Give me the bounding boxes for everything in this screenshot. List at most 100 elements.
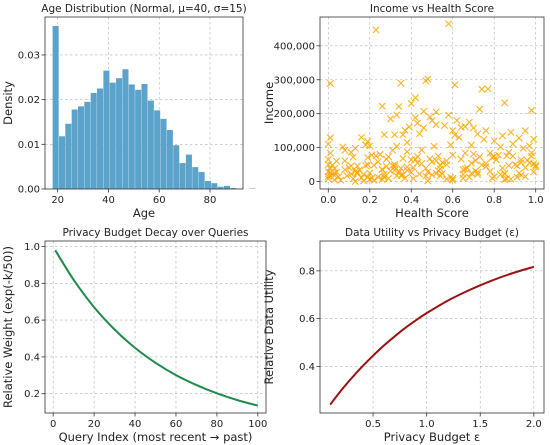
scatter-point [422, 77, 430, 85]
scatter-point [353, 162, 361, 170]
x-tick-label: 0.5 [365, 419, 381, 430]
x-tick-label: 1.0 [419, 419, 435, 430]
scatter-point [509, 152, 517, 160]
scatter-point [445, 111, 453, 119]
scatter-point [513, 173, 521, 181]
scatter-point [422, 172, 430, 180]
scatter-point [391, 166, 399, 174]
histogram-bar [135, 89, 142, 189]
scatter-point [459, 170, 467, 179]
scatter-point [490, 172, 498, 181]
scatter-point [357, 174, 366, 182]
scatter-point [474, 168, 482, 176]
histogram-bar [160, 118, 167, 189]
scatter-point [333, 168, 341, 176]
histogram-bar [154, 110, 161, 189]
scatter-point [469, 150, 478, 158]
scatter-point [490, 137, 498, 145]
scatter-point [440, 121, 449, 130]
scatter-point [442, 175, 451, 183]
scatter-point [372, 26, 380, 34]
x-tick-label: 0.8 [486, 195, 502, 206]
scatter-point [455, 133, 463, 142]
histogram-bar [192, 167, 199, 189]
scatter-point [341, 146, 349, 154]
scatter-point [453, 116, 461, 125]
plot-frame [319, 240, 545, 414]
x-tick-label: 0.0 [320, 195, 336, 206]
histogram-bar [173, 145, 180, 189]
scatter-point [501, 99, 509, 107]
scatter-point [447, 141, 455, 149]
scatter-point [415, 130, 424, 138]
x-tick-label: 20 [88, 419, 101, 430]
scatter-point [476, 153, 484, 161]
histogram-bar [97, 88, 104, 189]
scatter-point [445, 20, 453, 28]
y-tick-label: 300,000 [274, 75, 315, 86]
scatter-point [503, 152, 511, 160]
scatter-point [521, 172, 529, 181]
histogram-bar [211, 183, 218, 189]
scatter-point [449, 176, 457, 184]
scatter-point [467, 159, 475, 167]
scatter-point [428, 116, 436, 125]
scatter-point [532, 161, 540, 169]
histogram-bar [65, 123, 72, 189]
scatter-point [517, 171, 525, 179]
scatter-point [411, 94, 419, 102]
scatter-point [461, 149, 469, 157]
scatter-point [505, 162, 513, 170]
scatter-point [426, 113, 434, 121]
x-tick-label: 80 [211, 419, 224, 430]
y-axis-label: Relative Weight (exp(-k/50)) [1, 246, 15, 408]
y-axis-label: Relative Data Utility [262, 269, 276, 384]
x-tick-label: 20 [51, 195, 64, 206]
scatter-point [324, 175, 332, 183]
scatter-point [380, 131, 388, 139]
scatter-point [519, 144, 527, 152]
scatter-point [337, 176, 345, 184]
scatter-point [378, 102, 386, 110]
y-tick-label: 0.8 [24, 279, 40, 290]
scatter-point [428, 171, 436, 179]
scatter-point [530, 135, 538, 143]
histogram-bar [52, 25, 59, 190]
scatter-point [492, 156, 500, 164]
scatter-point [403, 138, 411, 147]
x-tick-label: 1.0 [528, 195, 544, 206]
y-tick-label: 0.6 [24, 316, 40, 327]
x-tick-label: 0.4 [403, 195, 419, 206]
scatter-point [457, 155, 465, 163]
x-tick-label: 2.0 [526, 419, 542, 430]
scatter-point [467, 169, 475, 177]
scatter-point [428, 158, 436, 166]
scatter-point [490, 152, 498, 161]
scatter-point [366, 169, 374, 177]
scatter-point [496, 143, 505, 151]
scatter-point [434, 152, 442, 160]
scatter-point [357, 133, 366, 142]
scatter-point [530, 168, 538, 176]
scatter-point [330, 164, 339, 172]
scatter-point [498, 164, 507, 172]
histogram-bar [217, 186, 224, 189]
scatter-point [395, 168, 403, 176]
scatter-point [476, 105, 484, 113]
scatter-point [391, 160, 399, 169]
scatter-point [397, 171, 405, 180]
scatter-point [397, 164, 405, 172]
x-axis-label: Health Score [395, 206, 469, 220]
scatter-point [376, 150, 384, 158]
histogram-bar [128, 84, 135, 189]
scatter-point [386, 115, 395, 123]
scatter-point [393, 111, 401, 119]
x-tick-label: 0.6 [445, 195, 461, 206]
income-scatter-panel: 0.0 0.2 0.4 0.6 0.8 1.0 0 100,000 200,000 300,000… [262, 3, 545, 220]
scatter-point [527, 149, 536, 157]
scatter-point [436, 165, 444, 173]
chart-title: Income vs Health Score [370, 3, 494, 15]
scatter-point [480, 135, 488, 144]
age-histogram-panel: 20 40 60 80 0.00 0.01 0.02 0.03 Age Distribution… [1, 3, 256, 220]
chart-title: Privacy Budget Decay over Queries [62, 227, 248, 239]
